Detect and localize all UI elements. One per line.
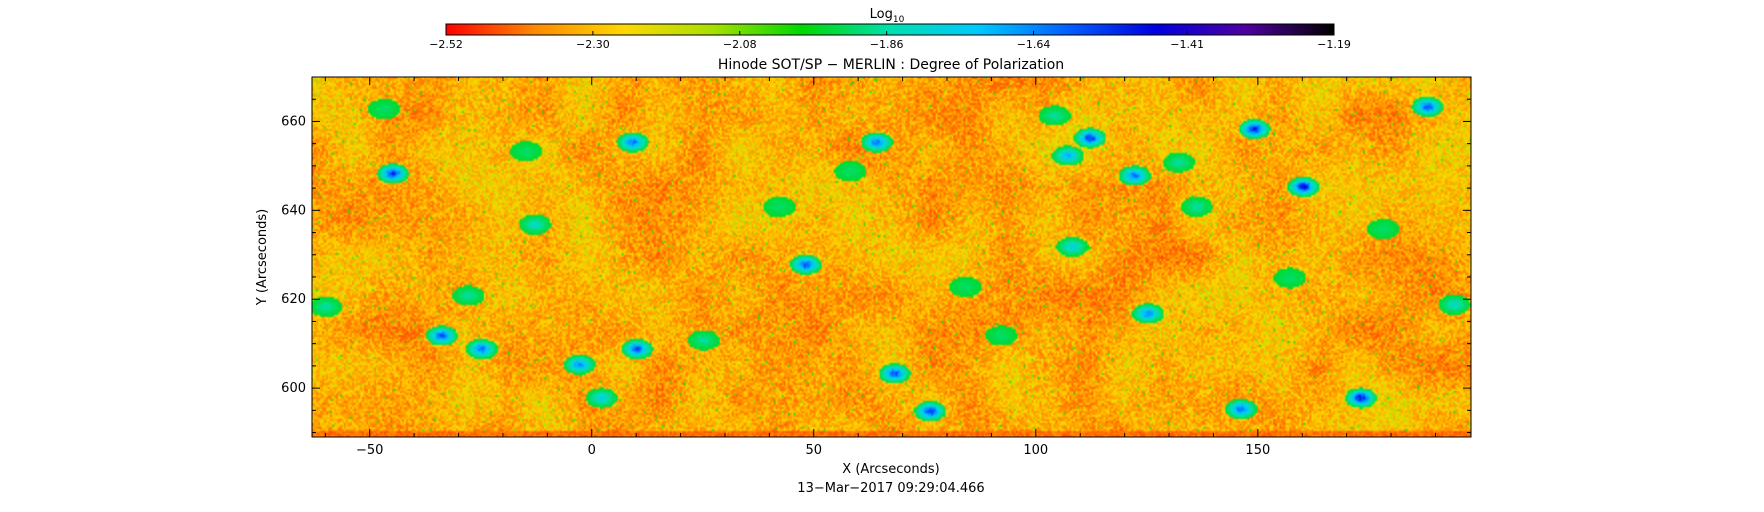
colorbar-ticks: −2.52 −2.30 −2.08 −1.86 −1.64 −1.41 −1.19	[429, 31, 1351, 51]
colorbar: Log10 −2.52 −2.30 −2.08 −1.86 −1.64 −1.41 −1.1…	[429, 7, 1351, 51]
x-axis: −50 0 50 100 150	[324, 77, 1436, 458]
y-axis-label: Y (Arcseconds)	[255, 209, 270, 306]
colorbar-tick-label: −1.64	[1017, 38, 1051, 51]
x-axis-label: X (Arcseconds)	[842, 462, 939, 477]
y-tick-label: 640	[281, 203, 306, 218]
x-tick-label: 0	[588, 443, 596, 458]
colorbar-tick-label: −2.52	[429, 38, 463, 51]
colorbar-gradient	[446, 24, 1334, 35]
plot-frame	[311, 76, 1472, 438]
colorbar-label: Log10	[870, 7, 905, 25]
colorbar-tick-label: −1.19	[1317, 38, 1351, 51]
y-axis: 600 620 640 660	[281, 76, 1471, 434]
timestamp: 13−Mar−2017 09:29:04.466	[797, 481, 984, 496]
plot-area: −50 0 50 100 150 600 620 640 660	[281, 76, 1472, 458]
y-tick-label: 660	[281, 114, 306, 129]
x-tick-label: 50	[806, 443, 823, 458]
y-tick-label: 600	[281, 381, 306, 396]
chart-title: Hinode SOT/SP − MERLIN : Degree of Polar…	[718, 57, 1064, 73]
colorbar-tick-label: −2.08	[723, 38, 757, 51]
y-tick-label: 620	[281, 292, 306, 307]
x-tick-label: −50	[356, 443, 383, 458]
x-tick-label: 100	[1023, 443, 1048, 458]
colorbar-frame	[445, 23, 1335, 36]
colorbar-tick-label: −2.30	[576, 38, 610, 51]
x-tick-label: 150	[1245, 443, 1270, 458]
colorbar-tick-label: −1.41	[1170, 38, 1204, 51]
colorbar-tick-label: −1.86	[870, 38, 904, 51]
heatmap-image	[312, 77, 1471, 437]
